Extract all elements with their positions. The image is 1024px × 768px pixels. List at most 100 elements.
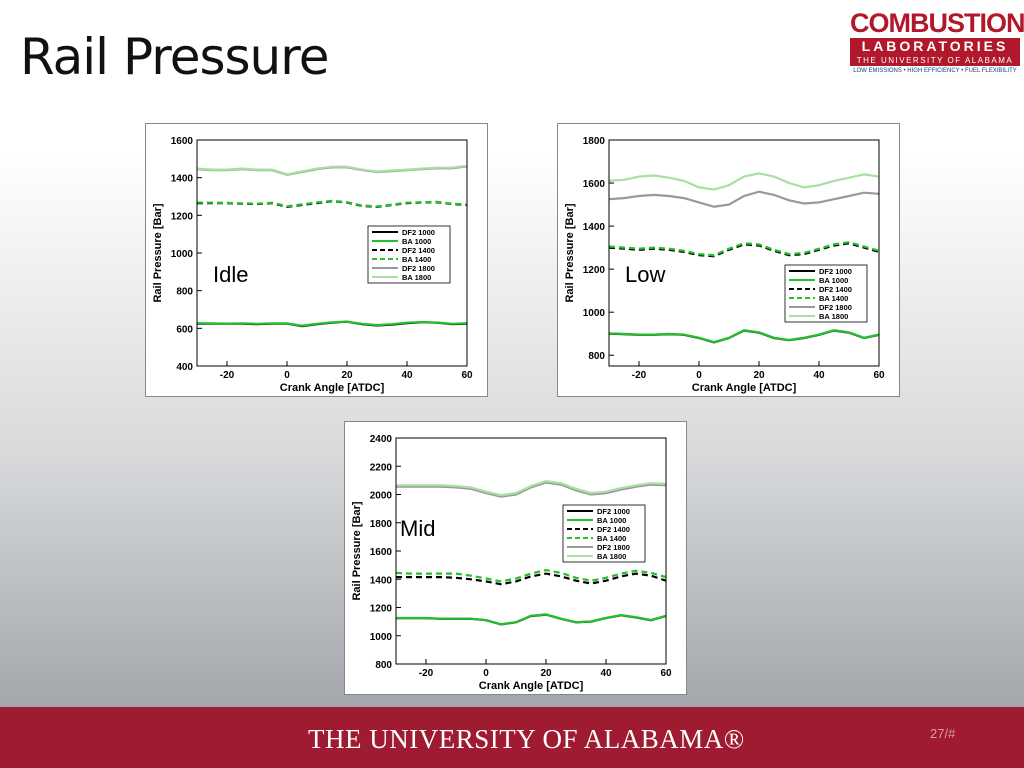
x-axis-label: Crank Angle [ATDC]	[692, 382, 797, 394]
y-tick-label: 1200	[171, 211, 194, 222]
logo: COMBUSTION LABORATORIES THE UNIVERSITY O…	[850, 8, 1024, 76]
y-tick-label: 400	[176, 362, 193, 373]
legend-box	[367, 225, 451, 284]
legend-box	[784, 264, 868, 323]
x-tick-label: -20	[419, 668, 434, 679]
annotation: Low	[625, 262, 665, 287]
y-tick-label: 800	[375, 660, 392, 671]
series-line	[608, 329, 880, 344]
page-number: 27/#	[930, 726, 956, 741]
y-tick-label: 1400	[370, 575, 393, 586]
y-tick-label: 600	[176, 324, 193, 335]
y-tick-label: 2200	[370, 462, 393, 473]
legend-label: DF2 1400	[402, 246, 435, 255]
slide-title: Rail Pressure	[20, 28, 329, 86]
y-tick-label: 1200	[583, 265, 606, 276]
chart-background	[557, 123, 900, 397]
logo-tagline: LOW EMISSIONS • HIGH EFFICIENCY • FUEL F…	[853, 68, 1017, 74]
legend-label: DF2 1000	[597, 507, 630, 516]
y-axis-label: Rail Pressure [Bar]	[564, 203, 576, 302]
legend-label: BA 1400	[402, 255, 431, 264]
y-tick-label: 2400	[370, 434, 393, 445]
legend-label: DF2 1400	[819, 285, 852, 294]
series-line	[196, 320, 468, 327]
legend-label: DF2 1800	[819, 303, 852, 312]
y-tick-label: 1600	[583, 179, 606, 190]
x-tick-label: 20	[341, 370, 353, 381]
legend-label: BA 1800	[597, 552, 626, 561]
chart: 800 1000 1200 1400 1600 1800 -20 0 20 40 60 Crank A…	[557, 123, 900, 397]
legend-label: BA 1000	[597, 516, 626, 525]
logo-line: COMBUSTION	[850, 8, 1024, 38]
x-tick-label: 0	[483, 668, 489, 679]
legend-label: BA 1400	[819, 294, 848, 303]
plot-frame	[196, 139, 468, 367]
series-line	[395, 568, 667, 583]
annotation: Idle	[213, 262, 248, 287]
y-tick-label: 1000	[370, 632, 393, 643]
legend-label: BA 1000	[402, 237, 431, 246]
legend-label: DF2 1000	[402, 228, 435, 237]
y-axis-label: Rail Pressure [Bar]	[351, 501, 363, 600]
x-axis-label: Crank Angle [ATDC]	[280, 382, 385, 394]
y-tick-label: 1800	[583, 136, 606, 147]
plot-frame	[395, 437, 667, 665]
y-axis-label: Rail Pressure [Bar]	[152, 203, 164, 302]
annotation: Mid	[400, 516, 435, 541]
chart: 800 1000 1200 1400 1600 1800 2000 2200 2400 -20 0 2…	[344, 421, 687, 695]
logo-line: LABORATORIES	[850, 38, 1020, 55]
x-tick-label: 0	[284, 370, 290, 381]
x-tick-label: 60	[660, 668, 672, 679]
legend-label: DF2 1400	[597, 525, 630, 534]
series-line	[396, 479, 667, 497]
y-tick-label: 2000	[370, 491, 393, 502]
legend-label: DF2 1800	[402, 264, 435, 273]
legend-label: BA 1800	[402, 273, 431, 282]
y-tick-label: 1800	[370, 519, 393, 530]
x-tick-label: -20	[220, 370, 235, 381]
y-tick-label: 1200	[370, 604, 393, 615]
x-tick-label: 20	[540, 668, 552, 679]
legend-label: BA 1400	[597, 534, 626, 543]
y-tick-label: 1000	[583, 308, 606, 319]
series-line	[608, 172, 880, 191]
x-tick-label: 40	[600, 668, 612, 679]
footer-text: THE UNIVERSITY OF ALABAMA®	[308, 724, 745, 754]
series-line	[396, 572, 667, 586]
plot-frame	[608, 139, 880, 367]
y-tick-label: 1000	[171, 249, 194, 260]
y-tick-label: 1400	[171, 174, 194, 185]
legend-label: DF2 1800	[597, 543, 630, 552]
x-tick-label: 0	[696, 370, 702, 381]
y-tick-label: 1600	[171, 136, 194, 147]
footer: THE UNIVERSITY OF ALABAMA® 27/#	[0, 707, 1024, 768]
legend-box	[562, 504, 646, 563]
legend-label: BA 1800	[819, 312, 848, 321]
logo-line: THE UNIVERSITY OF ALABAMA	[850, 55, 1020, 66]
series-line	[608, 241, 880, 257]
legend-label: DF2 1000	[819, 267, 852, 276]
x-tick-label: 40	[813, 370, 825, 381]
x-tick-label: 20	[753, 370, 765, 381]
series-line	[396, 481, 667, 498]
y-tick-label: 800	[176, 287, 193, 298]
y-tick-label: 800	[588, 351, 605, 362]
x-axis-label: Crank Angle [ATDC]	[479, 680, 584, 692]
series-line	[196, 199, 468, 208]
series-line	[396, 613, 667, 626]
series-line	[196, 164, 468, 176]
x-tick-label: 40	[401, 370, 413, 381]
y-tick-label: 1400	[583, 222, 606, 233]
x-tick-label: 60	[461, 370, 473, 381]
legend-label: BA 1000	[819, 276, 848, 285]
chart: 400 600 800 1000 1200 1400 1600 -20 0 20 40 60 Crank…	[145, 123, 488, 397]
x-tick-label: 60	[873, 370, 885, 381]
y-tick-label: 1600	[370, 547, 393, 558]
x-tick-label: -20	[632, 370, 647, 381]
series-line	[608, 190, 880, 208]
